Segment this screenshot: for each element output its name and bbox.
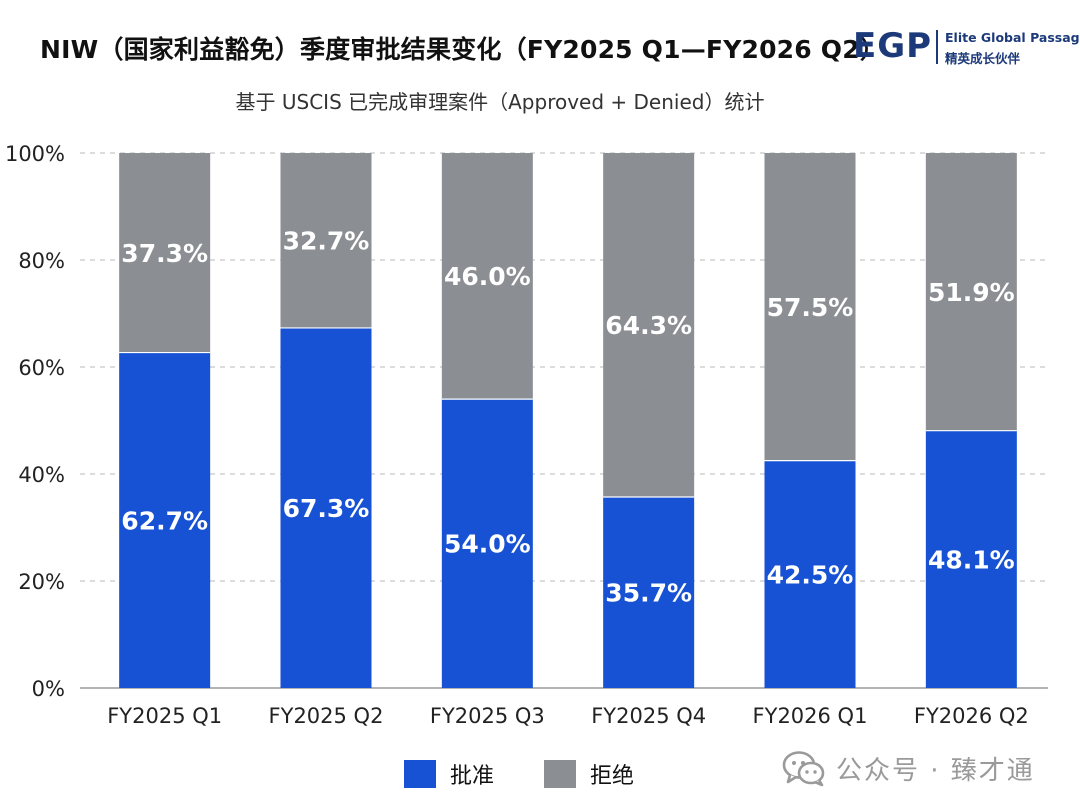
bar-denied [280,153,372,328]
y-tick-label: 80% [18,249,65,273]
chart-title: NIW（国家利益豁免）季度审批结果变化（FY2025 Q1—FY2026 Q2） [40,35,886,64]
chart-legend: 批准 拒绝 [404,758,684,790]
logo-name-en: Elite Global Passage [945,30,1080,45]
data-label-denied: 64.3% [605,311,692,340]
bar-denied [764,153,856,461]
x-tick-label: FY2025 Q4 [591,704,706,728]
bar-denied [441,153,533,400]
bar-approved [119,352,211,688]
data-label-denied: 46.0% [444,262,531,291]
legend-label-denied: 拒绝 [590,764,635,789]
legend-item-approved: 批准 [404,758,494,790]
legend-swatch-approved [404,760,436,788]
x-tick-label: FY2026 Q2 [914,704,1029,728]
x-tick-label: FY2025 Q1 [107,704,222,728]
data-label-denied: 32.7% [283,226,370,255]
x-tick-label: FY2025 Q2 [269,704,384,728]
x-tick-label: FY2026 Q1 [753,704,868,728]
legend-label-approved: 批准 [450,764,495,789]
data-label-approved: 35.7% [605,579,692,608]
logo-mark: EGP [853,26,933,66]
data-label-approved: 54.0% [444,530,531,559]
bar-denied [603,153,695,498]
y-tick-label: 0% [32,677,65,701]
data-label-approved: 62.7% [121,506,208,535]
y-tick-label: 60% [18,356,65,380]
data-label-approved: 67.3% [283,494,370,523]
legend-item-denied: 拒绝 [544,758,634,790]
logo-name-cn: 精英成长伙伴 [945,51,1021,66]
watermark-label: 公众号 · 臻才通 [836,755,1035,786]
bar-denied [925,153,1017,431]
bar-approved [925,430,1017,688]
legend-swatch-denied [544,760,577,788]
bar-approved [280,327,372,688]
x-tick-label: FY2025 Q3 [430,704,545,728]
bar-denied [119,153,211,353]
watermark: 公众号 · 臻才通 [782,748,1035,788]
y-tick-label: 20% [18,570,65,594]
data-label-approved: 42.5% [767,560,854,589]
y-tick-label: 40% [18,463,65,487]
data-label-denied: 37.3% [121,239,208,268]
data-label-denied: 57.5% [767,293,854,322]
logo-divider [936,30,938,64]
bar-approved [441,399,533,688]
bar-approved [764,460,856,688]
data-label-denied: 51.9% [928,278,1015,307]
brand-logo: EGP Elite Global Passage 精英成长伙伴 [853,24,1080,70]
y-tick-label: 100% [5,142,65,166]
wechat-icon [782,751,825,787]
data-label-approved: 48.1% [928,545,1015,574]
stacked-bar-chart: 0% 20% 40% 60% 80% 100% 62.7% 37.3% FY2025 Q1 67.… [5,142,1048,728]
chart-subtitle: 基于 USCIS 已完成审理案件（Approved + Denied）统计 [235,90,765,114]
bar-approved [603,497,695,688]
